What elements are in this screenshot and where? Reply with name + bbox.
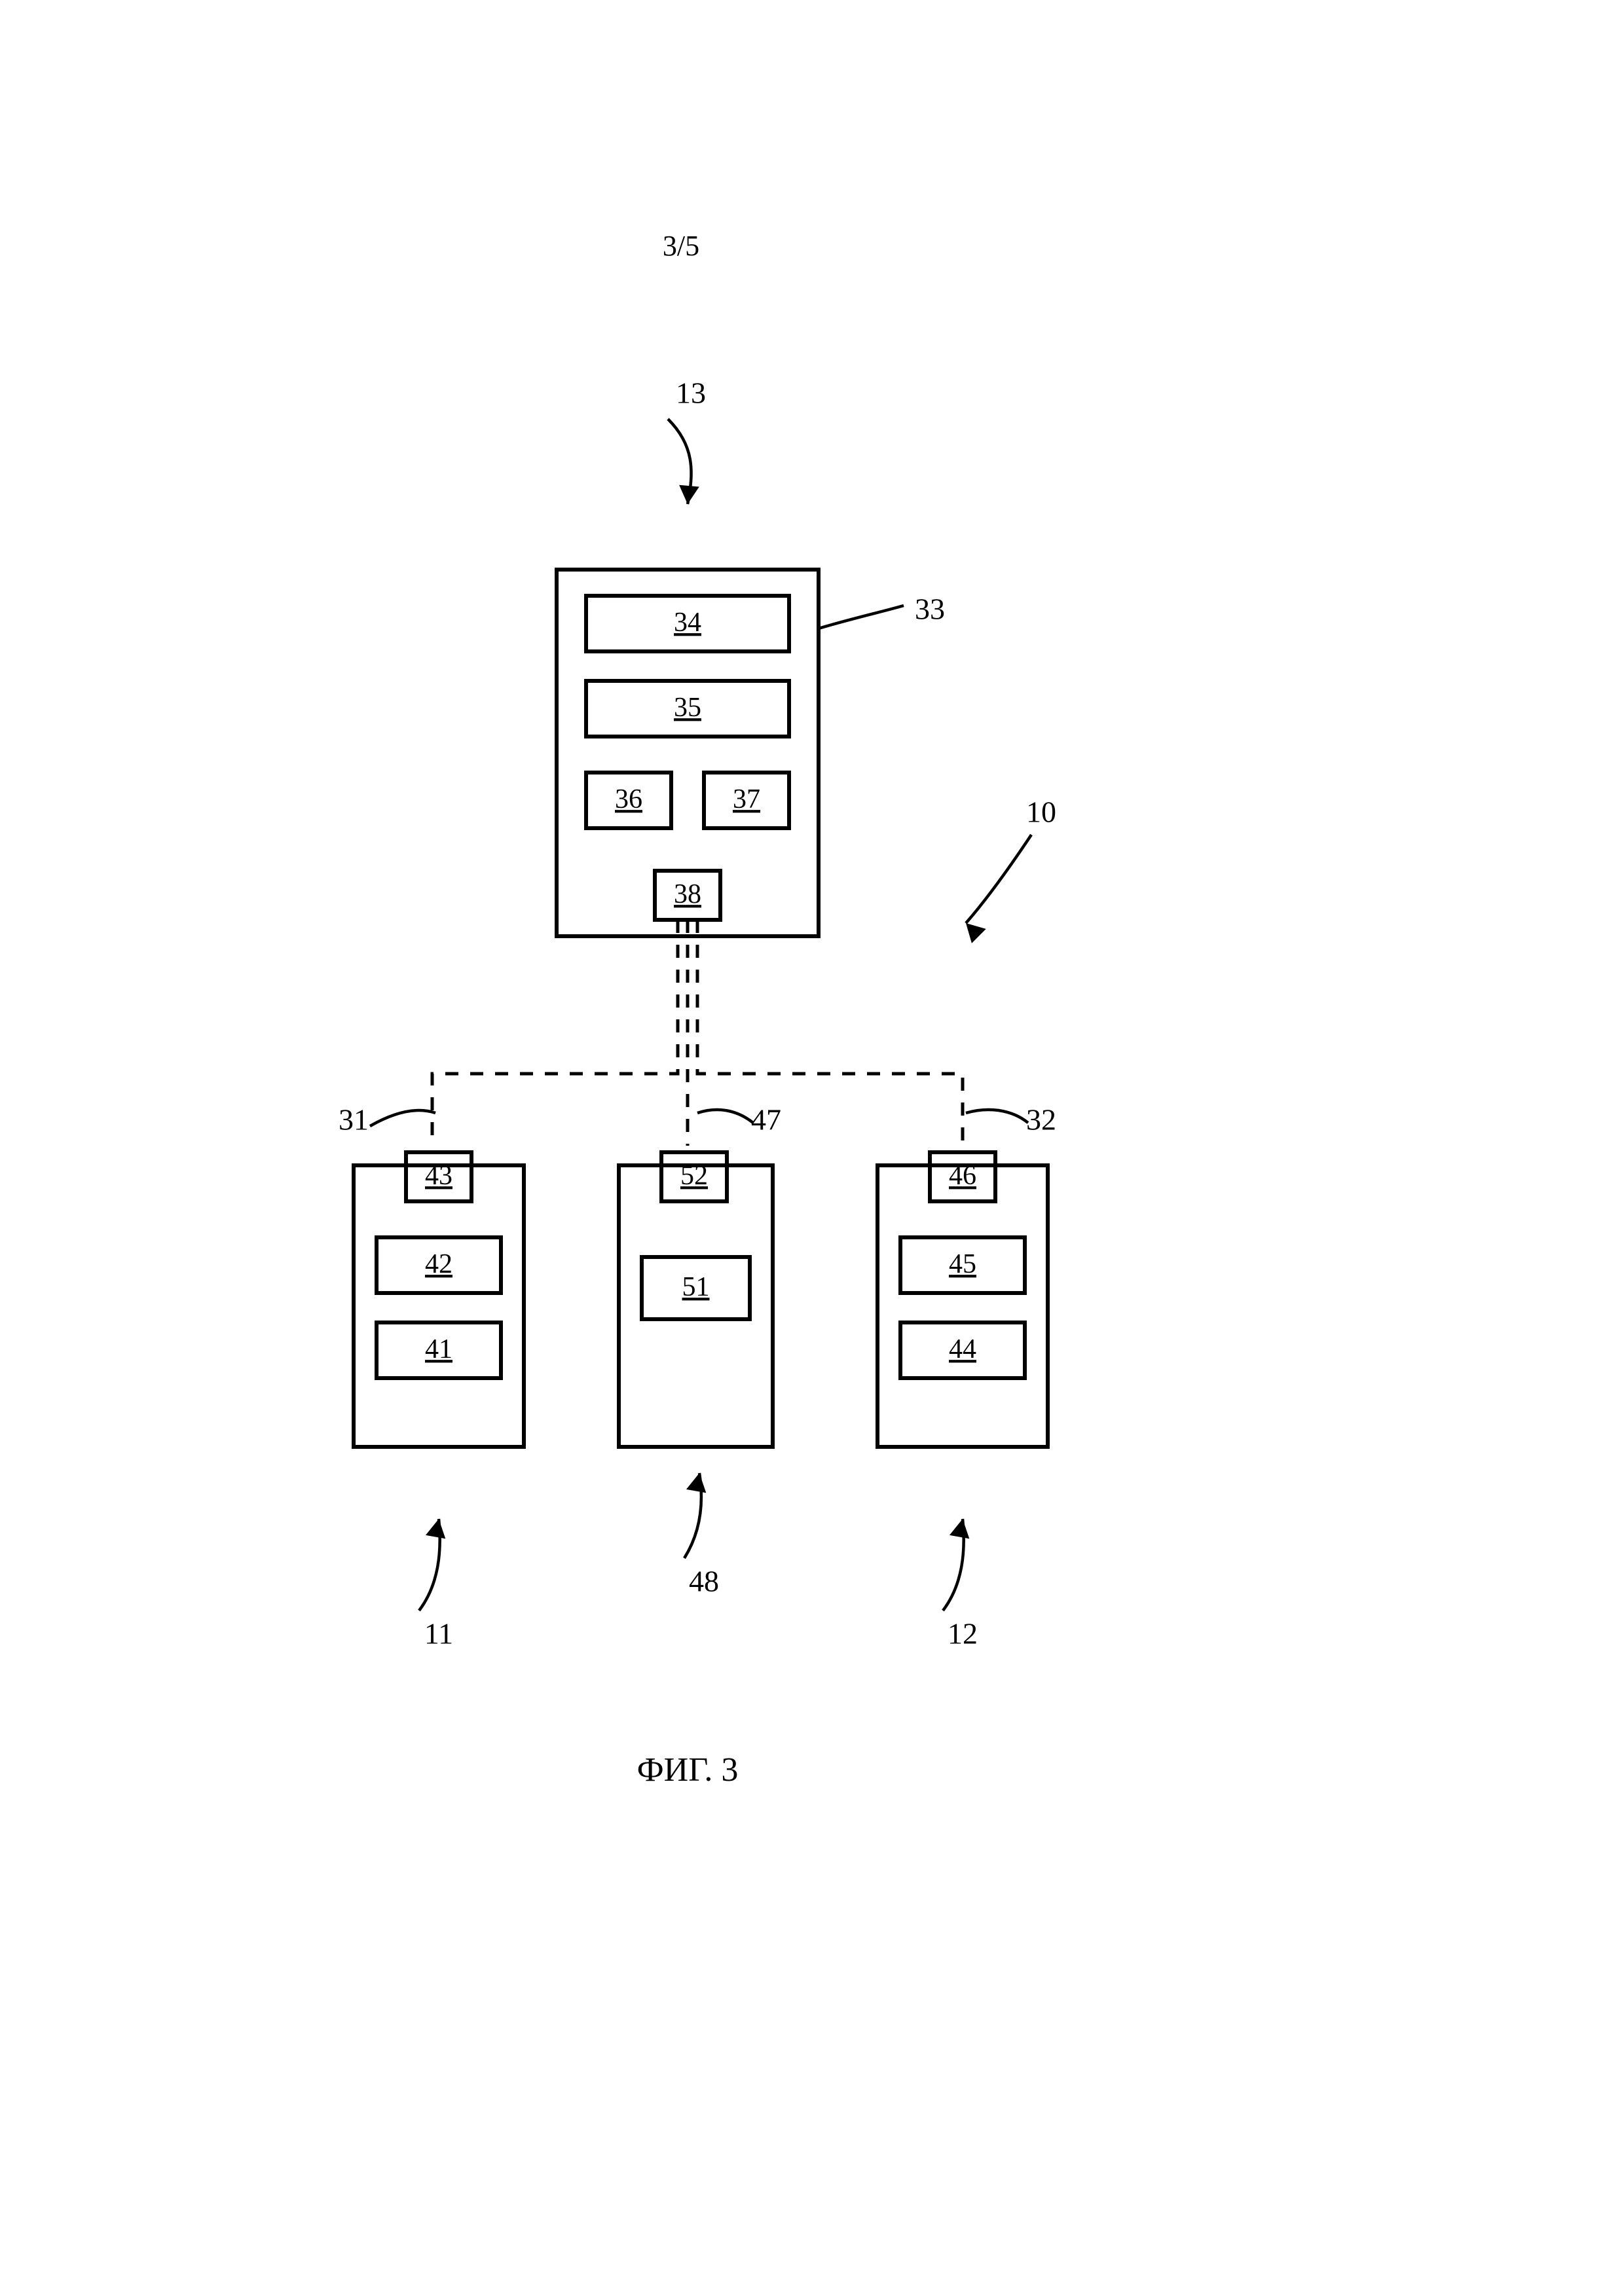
svg-text:48: 48 — [689, 1565, 719, 1598]
svg-text:33: 33 — [915, 592, 945, 626]
svg-text:35: 35 — [674, 693, 701, 723]
svg-text:51: 51 — [682, 1272, 710, 1302]
page-number: 3/5 — [663, 230, 699, 262]
svg-text:42: 42 — [425, 1249, 452, 1279]
svg-text:41: 41 — [425, 1334, 452, 1364]
svg-text:47: 47 — [751, 1103, 781, 1137]
svg-text:11: 11 — [424, 1617, 453, 1650]
svg-text:52: 52 — [680, 1161, 708, 1191]
svg-text:46: 46 — [949, 1161, 976, 1191]
svg-text:31: 31 — [339, 1103, 369, 1137]
figure-caption: ФИГ. 3 — [637, 1751, 739, 1789]
svg-text:44: 44 — [949, 1334, 976, 1364]
svg-text:12: 12 — [948, 1617, 978, 1650]
svg-text:43: 43 — [425, 1161, 452, 1191]
svg-text:32: 32 — [1026, 1103, 1056, 1137]
svg-text:34: 34 — [674, 608, 701, 638]
bus-line — [697, 920, 963, 1146]
svg-text:45: 45 — [949, 1249, 976, 1279]
bus-line — [432, 920, 678, 1146]
svg-text:10: 10 — [1026, 795, 1056, 829]
svg-text:37: 37 — [733, 784, 760, 814]
svg-text:13: 13 — [676, 376, 706, 410]
leader-line — [966, 835, 1031, 923]
svg-text:38: 38 — [674, 879, 701, 909]
svg-text:36: 36 — [615, 784, 642, 814]
